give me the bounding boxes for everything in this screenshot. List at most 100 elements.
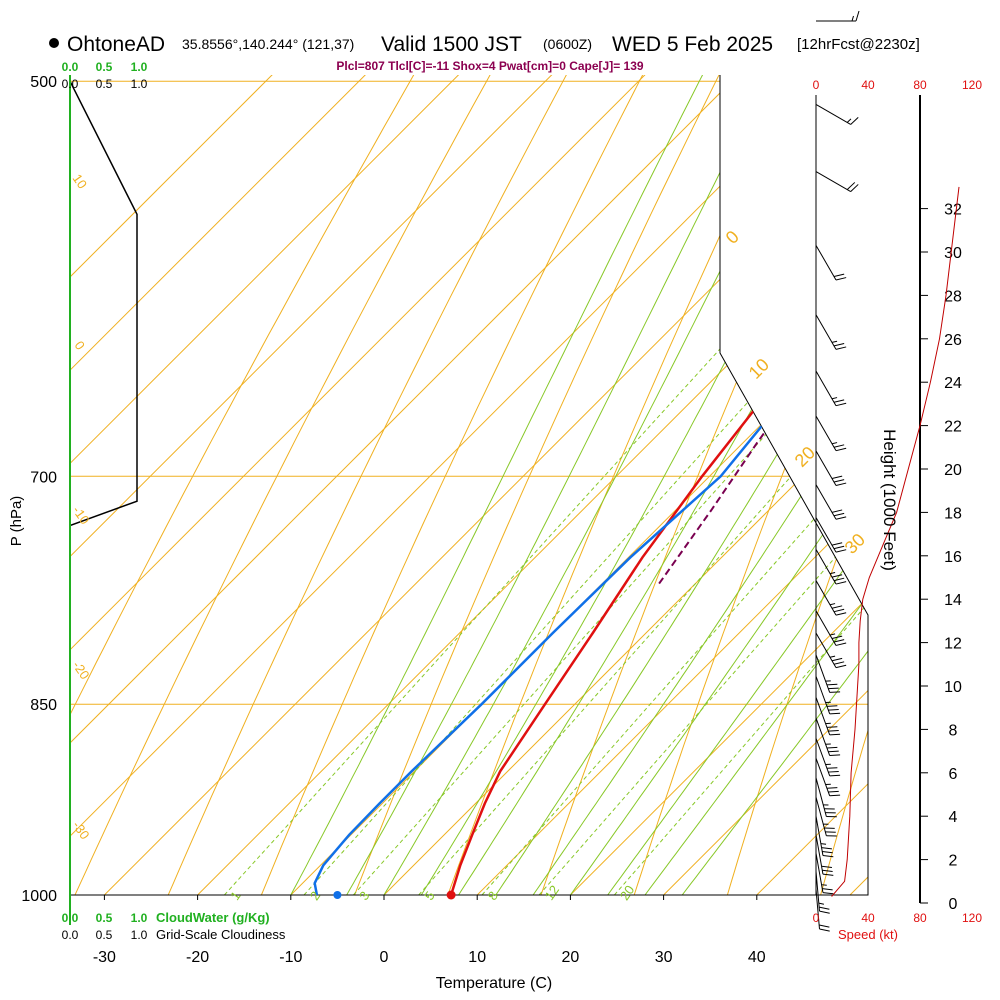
axes: 2503004005007008501000-30-20-10010203040… — [21, 60, 766, 966]
dry-adiabat-label: 10 — [70, 171, 91, 191]
moist-adiabat-line — [495, 75, 868, 895]
speed-axis-title: Speed (kt) — [838, 927, 898, 942]
plot-frame — [69, 75, 869, 896]
temperature-tick-label: 10 — [468, 949, 486, 966]
isotherm-label: 20 — [791, 443, 819, 471]
isotherm-line — [756, 75, 868, 895]
isotherm-line — [70, 75, 868, 895]
pressure-tick-label: 700 — [30, 469, 57, 486]
mixing-ratio-line — [538, 75, 868, 895]
dry-adiabat-label: 0 — [72, 338, 88, 353]
cloudiness-tick-bottom: 1.0 — [131, 928, 148, 942]
wind-barb — [815, 796, 837, 837]
moist-adiabat-line — [607, 75, 868, 895]
y-axis-title: P (hPa) — [8, 496, 25, 547]
cloudiness-tick-top: 1.0 — [131, 77, 148, 91]
height-tick-label: 2 — [949, 853, 958, 870]
height-tick-label: 18 — [944, 505, 962, 522]
dry-adiabat-line — [540, 75, 868, 895]
wind-barb — [815, 580, 847, 616]
height-tick-label: 20 — [944, 462, 962, 479]
site-coords: 35.8556°,140.244° (121,37) — [182, 36, 354, 52]
cloudiness-tick-bottom: 0.5 — [96, 928, 113, 942]
mixing-ratio-label: 3 — [356, 888, 372, 903]
speed-tick-top: 0 — [813, 78, 820, 92]
site-name: OhtoneAD — [67, 33, 165, 56]
station-marker-icon — [49, 38, 59, 48]
moist-adiabat-line — [681, 75, 868, 895]
speed-tick-top: 120 — [962, 78, 982, 92]
temperature-tick-label: 30 — [655, 949, 673, 966]
wind-speed-panel: 0040408080120120024681012141618202224262… — [813, 78, 983, 925]
dry-adiabat-line — [74, 75, 868, 895]
isotherm-line — [383, 75, 868, 895]
cloudwater-tick-bottom: 0.5 — [96, 911, 113, 925]
speed-tick-top: 80 — [913, 78, 927, 92]
valid-time: Valid 1500 JST — [381, 33, 522, 56]
temperature-tick-label: 40 — [748, 949, 766, 966]
temperature-tick-label: 20 — [562, 949, 580, 966]
height-tick-label: 24 — [944, 375, 962, 392]
surface-dewpoint-marker — [333, 891, 342, 899]
cloudwater-tick-top: 1.0 — [131, 60, 148, 74]
wind-barb — [816, 10, 860, 22]
wind-barb — [815, 314, 847, 350]
wind-barb — [815, 758, 841, 797]
wind-barb — [815, 104, 859, 125]
dry-adiabat-line — [167, 75, 868, 895]
mixing-ratio-label: 20 — [617, 882, 638, 902]
speed-tick-bottom: 80 — [913, 911, 927, 925]
mixing-ratio-line — [303, 75, 868, 895]
height-tick-label: 4 — [949, 809, 958, 826]
wind-barb — [815, 632, 847, 669]
wind-barb — [815, 853, 834, 895]
height-tick-label: 14 — [944, 592, 962, 609]
height-tick-label: 22 — [944, 419, 962, 436]
wind-barb — [815, 484, 847, 520]
wind-barb — [815, 834, 834, 876]
cloudiness-label: Grid-Scale Cloudiness — [156, 927, 286, 942]
mixing-ratio-line — [353, 75, 868, 895]
isotherm-line — [104, 75, 868, 895]
height-tick-label: 12 — [944, 636, 962, 653]
wind-barb — [815, 676, 841, 715]
height-tick-label: 16 — [944, 549, 962, 566]
dry-adiabat-line — [447, 75, 868, 895]
cloudwater-tick-top: 0.0 — [62, 60, 79, 74]
isotherm-line — [663, 75, 868, 895]
mixing-ratio-line — [614, 75, 868, 895]
cloudwater-tick-bottom: 1.0 — [131, 911, 148, 925]
dry-adiabat-line — [726, 75, 868, 895]
moist-adiabat-line — [346, 75, 868, 895]
height-tick-label: 8 — [949, 722, 958, 739]
isotherm-line — [70, 75, 868, 895]
isotherm-line — [197, 75, 868, 895]
temperature-tick-label: -30 — [93, 949, 116, 966]
wind-speed-line — [831, 186, 960, 897]
stability-indices: Plcl=807 Tlcl[C]=-11 Shox=4 Pwat[cm]=0 C… — [336, 59, 643, 73]
isotherm-line — [70, 75, 868, 895]
wind-barb — [815, 889, 830, 932]
moist-adiabat-line — [290, 75, 868, 895]
isotherm-line — [70, 75, 868, 895]
x-axis-title: Temperature (C) — [436, 975, 552, 992]
wind-barb — [815, 549, 847, 585]
mixing-ratio-label: 5 — [421, 888, 437, 903]
cloudiness-tick-top: 0.0 — [62, 77, 79, 91]
cloudwater-tick-bottom: 0.0 — [62, 911, 79, 925]
pressure-tick-label: 500 — [30, 74, 57, 91]
moist-adiabat-line — [532, 75, 868, 895]
speed-tick-bottom: 120 — [962, 911, 982, 925]
isotherm-line — [849, 75, 868, 895]
temperature-profile — [449, 75, 868, 895]
height-tick-label: 28 — [944, 288, 962, 305]
thermodynamic-grid — [70, 75, 868, 895]
mixing-ratio-label: 12 — [542, 882, 563, 902]
temperature-tick-label: 0 — [380, 949, 389, 966]
height-tick-label: 26 — [944, 332, 962, 349]
cloudiness-tick-top: 0.5 — [96, 77, 113, 91]
wind-barb — [815, 871, 830, 914]
speed-tick-top: 40 — [861, 78, 875, 92]
isotherm-label: 30 — [841, 530, 869, 558]
